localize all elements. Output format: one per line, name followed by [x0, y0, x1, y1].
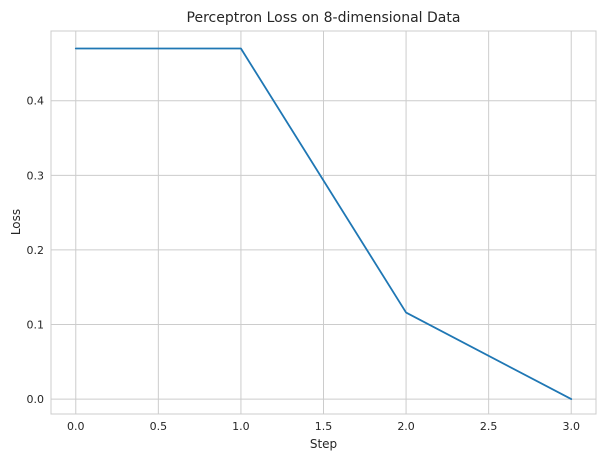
- y-tick-label: 0.2: [27, 244, 45, 257]
- y-tick-labels: 0.0 0.1 0.2 0.3 0.4: [27, 95, 45, 406]
- loss-line: [74, 47, 573, 400]
- chart-title: Perceptron Loss on 8-dimensional Data: [187, 10, 461, 26]
- x-axis-label: Step: [310, 437, 337, 451]
- y-tick-label: 0.1: [27, 318, 45, 331]
- y-axis-label: Loss: [9, 209, 23, 235]
- x-tick-labels: 0.0 0.5 1.0 1.5 2.0 2.5 3.0: [67, 420, 580, 433]
- series-layer: [74, 47, 573, 400]
- x-tick-label: 3.0: [562, 420, 580, 433]
- y-tick-label: 0.4: [27, 95, 45, 108]
- x-tick-label: 0.0: [67, 420, 85, 433]
- y-tick-label: 0.3: [27, 169, 45, 182]
- x-tick-label: 2.5: [480, 420, 498, 433]
- x-tick-label: 0.5: [150, 420, 168, 433]
- plot-frame: [50, 30, 597, 415]
- grid: [51, 31, 596, 414]
- x-tick-label: 1.5: [315, 420, 333, 433]
- x-tick-label: 1.0: [232, 420, 250, 433]
- y-tick-label: 0.0: [27, 393, 45, 406]
- x-tick-label: 2.0: [397, 420, 415, 433]
